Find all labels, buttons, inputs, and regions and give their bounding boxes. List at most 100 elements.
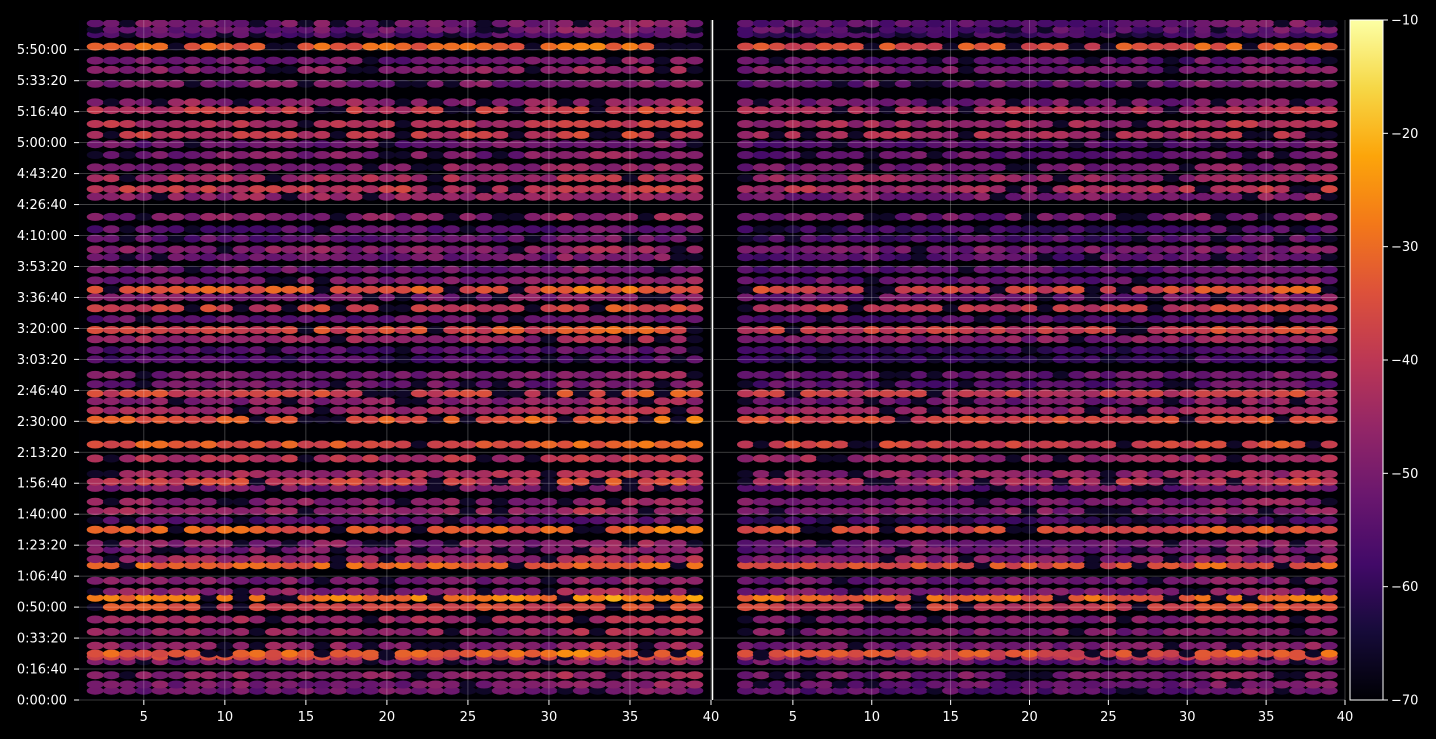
heatmap-cell [863,315,881,324]
heatmap-cell [427,497,444,506]
heatmap-cell [443,406,461,415]
heatmap-cell [686,130,704,139]
heatmap-cell [443,106,461,115]
heatmap-cell [686,483,704,492]
heatmap-cell [670,389,688,398]
heatmap-cell [86,234,104,243]
heatmap-cell [957,65,975,74]
heatmap-cell [973,98,991,107]
heatmap-cell [556,555,574,564]
heatmap-cell [281,120,299,128]
heatmap-cell [863,671,881,680]
heatmap-cell [86,649,104,658]
heatmap-cell [1194,56,1212,65]
heatmap-cell [151,192,169,201]
heatmap-cell [894,106,912,115]
heatmap-cell [1036,627,1054,636]
heatmap-cell [910,212,928,221]
heatmap-cell [151,671,169,680]
heatmap-cell [540,25,558,34]
heatmap-cell [1163,627,1180,636]
heatmap-cell [815,151,833,159]
heatmap-cell [329,477,347,486]
heatmap-cell [589,276,607,285]
heatmap-cell [297,79,315,88]
heatmap-cell [232,212,250,221]
heatmap-cell [346,483,363,492]
heatmap-cell [329,516,347,525]
heatmap-cell [973,79,991,88]
heatmap-cell [768,151,786,159]
heatmap-cell [508,151,525,159]
heatmap-cell [281,151,299,159]
heatmap-cell [815,120,833,128]
heatmap-cell [216,163,234,172]
heatmap-cell [1147,335,1165,344]
heatmap-cell [1304,285,1322,294]
heatmap-cell [815,671,833,680]
heatmap-cell [1021,671,1038,680]
heatmap-cell [524,56,542,65]
heatmap-cell [1194,680,1212,689]
heatmap-cell [621,355,639,364]
heatmap-cell [1115,79,1133,88]
heatmap-cell [1178,293,1196,302]
heatmap-cell [621,326,639,334]
heatmap-cell [589,615,607,624]
heatmap-cell [637,174,655,183]
heatmap-cell [524,174,542,183]
heatmap-cell [151,225,169,234]
heatmap-cell [847,415,865,424]
heatmap-cell [1115,680,1133,689]
heatmap-cell [1005,151,1023,159]
heatmap-cell [378,389,396,398]
heatmap-cell [800,454,818,463]
heatmap-cell [653,627,671,636]
heatmap-cell [926,671,944,680]
heatmap-cell [183,285,201,294]
heatmap-cell [1194,276,1212,285]
heatmap-cell [540,106,558,115]
heatmap-cell [686,680,704,689]
heatmap-cell [637,641,655,650]
heatmap-cell [119,370,137,379]
heatmap-cell [1226,389,1244,398]
heatmap-cell [459,454,477,463]
heatmap-cell [135,576,153,585]
heatmap-cell [1178,106,1196,115]
heatmap-cell [1304,587,1322,596]
heatmap-cell [670,130,688,139]
heatmap-cell [1099,587,1117,596]
heatmap-cell [362,285,380,294]
heatmap-cell [524,285,542,294]
heatmap-cell [1084,25,1102,34]
heatmap-cell [167,477,185,486]
heatmap-cell [957,561,975,570]
heatmap-cell [508,253,525,262]
heatmap-cell [540,576,558,585]
heatmap-cell [443,641,461,650]
heatmap-cell [637,603,655,612]
heatmap-cell [653,454,671,463]
heatmap-cell [737,276,754,285]
heatmap-cell [135,293,153,302]
heatmap-cell [102,304,120,313]
heatmap-cell [1005,555,1023,564]
heatmap-cell [135,42,153,51]
heatmap-cell [427,285,444,294]
heatmap-cell [216,389,234,398]
heatmap-cell [1320,120,1338,128]
heatmap-cell [410,253,428,262]
heatmap-cell [1210,497,1228,506]
heatmap-cell [815,20,833,28]
heatmap-cell [605,234,623,243]
heatmap-cell [1052,130,1070,139]
heatmap-cell [491,293,509,302]
heatmap-cell [1131,497,1149,506]
heatmap-cell [926,56,944,65]
heatmap-cell [1068,20,1086,28]
heatmap-cell [216,440,234,449]
heatmap-cell [879,516,896,525]
heatmap-cell [1005,335,1023,344]
heatmap-cell [621,276,639,285]
